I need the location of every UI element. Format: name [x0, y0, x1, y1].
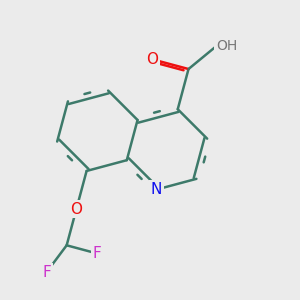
Text: OH: OH — [216, 39, 237, 53]
Text: F: F — [92, 246, 101, 261]
Text: N: N — [151, 182, 162, 197]
Text: F: F — [42, 265, 51, 280]
Text: O: O — [146, 52, 158, 67]
Text: O: O — [70, 202, 83, 217]
